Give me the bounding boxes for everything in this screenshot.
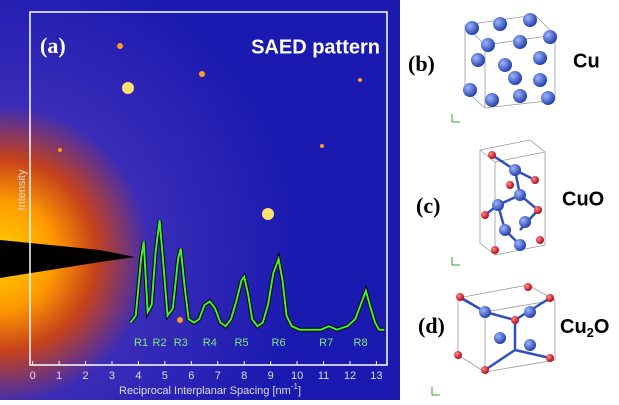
y-axis-label: Intensity <box>16 169 28 210</box>
x-axis-label-text: Reciprocal Interplanar Spacing [nm <box>119 385 291 397</box>
formula-part: Cu <box>560 316 587 338</box>
panel-label: (a) <box>40 33 66 58</box>
peak-label: R8 <box>354 337 368 349</box>
x-axis-label: Reciprocal Interplanar Spacing [nm-1] <box>119 382 301 397</box>
x-tick-label: 9 <box>268 370 274 382</box>
x-tick-label: 8 <box>241 370 247 382</box>
peak-label: R6 <box>272 337 286 349</box>
formula-part: O <box>594 316 610 338</box>
structure-name: Cu <box>573 50 600 72</box>
structure-name: CuO <box>562 188 604 210</box>
x-tick-label: 12 <box>344 370 356 382</box>
saed-background <box>0 0 400 400</box>
chart-title: SAED pattern <box>251 36 380 58</box>
panel-label: (d) <box>418 313 445 338</box>
peak-label: R5 <box>235 337 249 349</box>
cuo-structure <box>480 140 545 255</box>
peak-label: R4 <box>203 337 217 349</box>
cu2o-structure <box>454 283 555 374</box>
peak-label: R3 <box>174 337 188 349</box>
figure: (a) SAED pattern Intensity Reciprocal In… <box>0 0 619 400</box>
x-tick-label: 6 <box>188 370 194 382</box>
peak-label: R7 <box>319 337 333 349</box>
x-tick-label: 11 <box>318 370 329 382</box>
cu-structure <box>463 13 557 108</box>
formula-subscript: 2 <box>587 325 594 340</box>
x-tick-label: 10 <box>291 370 303 382</box>
panel-label: (b) <box>408 51 435 76</box>
x-tick-label: 0 <box>30 370 36 382</box>
x-tick-label: 1 <box>56 370 62 382</box>
peak-label: R2 <box>153 337 167 349</box>
structure-name: Cu2O <box>560 316 609 340</box>
x-tick-label: 7 <box>215 370 221 382</box>
peak-label: R1 <box>134 337 148 349</box>
panel-label: (c) <box>416 193 440 218</box>
x-tick-label: 5 <box>162 370 168 382</box>
x-tick-label: 13 <box>370 370 382 382</box>
x-tick-label: 4 <box>135 370 141 382</box>
x-tick-label: 2 <box>82 370 88 382</box>
x-axis-label-end: ] <box>298 385 301 397</box>
x-tick-label: 3 <box>109 370 115 382</box>
